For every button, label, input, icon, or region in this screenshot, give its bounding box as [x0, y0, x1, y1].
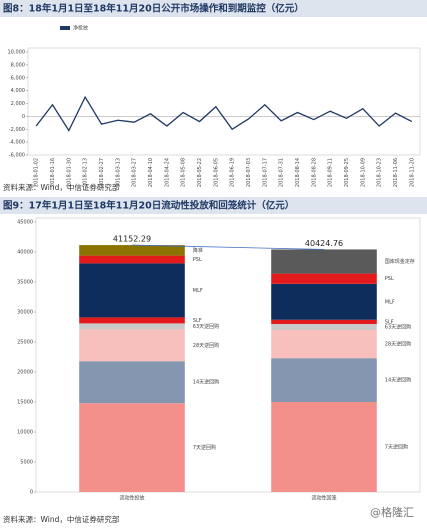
segment-label: 7天逆回购	[385, 444, 408, 451]
segment-label: 降准	[193, 247, 203, 254]
x-tick-label: 2018-08-28	[311, 158, 317, 187]
x-tick-label: 2018-09-11	[328, 158, 334, 187]
segment-label: 28天逆回购	[193, 342, 219, 349]
title-band	[0, 0, 427, 17]
x-tick-label: 流动性投放	[119, 495, 144, 502]
bar-segment	[79, 329, 185, 362]
y-tick-label: 6,000	[11, 75, 25, 81]
bar-segment	[79, 317, 185, 324]
segment-label: 63天逆回购	[385, 324, 411, 331]
bar-segment	[271, 319, 377, 324]
y-tick-label: 40000	[17, 250, 33, 256]
y-tick-label: 35000	[17, 280, 33, 286]
bar-segment	[271, 358, 377, 402]
segment-label: MLF	[193, 288, 203, 294]
x-tick-label: 流动性回笼	[311, 495, 336, 502]
y-tick-label: 0	[22, 114, 25, 120]
bar-segment	[79, 255, 185, 264]
x-tick-label: 2018-01-30	[66, 158, 72, 187]
x-tick-label: 2018-04-24	[164, 158, 170, 187]
x-tick-label: 2018-01-02	[34, 158, 40, 187]
segment-label: 14天逆回购	[385, 377, 411, 384]
y-tick-label: 15000	[17, 400, 33, 406]
y-tick-label: 10,000	[8, 50, 26, 56]
legend-swatch	[60, 26, 70, 30]
bar-segment	[271, 249, 377, 274]
bar-segment	[271, 324, 377, 330]
y-tick-label: 5000	[20, 460, 33, 466]
bar-segment	[79, 403, 185, 492]
y-tick-label: 45000	[17, 220, 33, 226]
chart-title: 图8：18年1月1日至18年11月20日公开市场操作和到期监控（亿元）	[3, 3, 304, 15]
segment-label: 28天逆回购	[385, 341, 411, 348]
x-tick-label: 2018-02-27	[99, 158, 105, 187]
connector	[131, 244, 325, 250]
bar-segment	[79, 323, 185, 330]
bar-segment	[79, 245, 185, 256]
segment-label: SLF	[385, 319, 394, 325]
plot-frame	[27, 47, 421, 156]
x-tick-label: 2018-10-09	[360, 158, 366, 187]
y-tick-label: 4,000	[11, 88, 25, 94]
x-tick-label: 2018-03-13	[115, 158, 121, 187]
x-tick-label: 2018-03-27	[132, 158, 138, 187]
x-tick-label: 2018-06-19	[230, 158, 236, 187]
bar-segment	[271, 283, 377, 320]
bar-segment	[79, 263, 185, 318]
title-band	[0, 197, 427, 214]
y-tick-label: 20000	[17, 370, 33, 376]
x-tick-label: 2018-10-23	[377, 158, 383, 187]
segment-label: 14天逆回购	[193, 379, 219, 386]
x-tick-label: 2018-11-20	[409, 158, 415, 187]
y-tick-label: 10000	[17, 430, 33, 436]
x-tick-label: 2018-07-17	[262, 158, 268, 187]
x-tick-label: 2018-09-25	[344, 158, 350, 187]
segment-label: PSL	[193, 257, 202, 263]
bar-segment	[271, 273, 377, 284]
chart-title: 图9：17年1月1日至18年11月20日流动性投放和回笼统计（亿元）	[3, 200, 294, 212]
y-tick-label: -6,000	[9, 153, 25, 159]
x-tick-label: 2018-04-10	[148, 158, 154, 187]
source: 资料来源：Wind，中信证券研究部	[3, 182, 120, 192]
x-tick-label: 2018-07-31	[279, 158, 285, 187]
x-tick-label: 2018-01-16	[50, 158, 56, 187]
y-tick-label: 30000	[17, 310, 33, 316]
x-tick-label: 2018-07-03	[246, 158, 252, 187]
bar-segment	[271, 402, 377, 492]
total-label: 40424.76	[305, 239, 343, 248]
total-label: 41152.29	[113, 235, 151, 244]
y-tick-label: 25000	[17, 340, 33, 346]
segment-label: 国库现金定存	[385, 258, 415, 265]
segment-label: 7天逆回购	[193, 444, 216, 451]
y-tick-label: 0	[30, 490, 33, 496]
y-tick-label: -4,000	[9, 140, 25, 146]
bar-segment	[79, 361, 185, 404]
x-tick-label: 2018-02-13	[83, 158, 89, 187]
x-tick-label: 2018-08-14	[295, 158, 301, 187]
legend-label: 净投放	[73, 25, 88, 32]
segment-label: 63天逆回购	[193, 323, 219, 330]
segment-label: SLF	[193, 318, 202, 324]
y-tick-label: 8,000	[11, 62, 25, 68]
plot-frame	[35, 217, 421, 493]
x-tick-label: 2018-05-22	[197, 158, 203, 187]
watermark: @格隆汇	[370, 505, 414, 519]
segment-label: PSL	[385, 276, 394, 282]
bar-segment	[271, 330, 377, 359]
segment-label: MLF	[385, 299, 395, 305]
line-series	[35, 95, 413, 132]
x-tick-label: 2018-06-05	[213, 158, 219, 187]
y-tick-label: 2,000	[11, 101, 25, 107]
source: 资料来源：Wind，中信证券研究部	[3, 514, 120, 524]
x-tick-label: 2018-05-08	[181, 158, 187, 187]
y-tick-label: -2,000	[9, 127, 25, 133]
x-tick-label: 2018-11-06	[393, 158, 399, 187]
